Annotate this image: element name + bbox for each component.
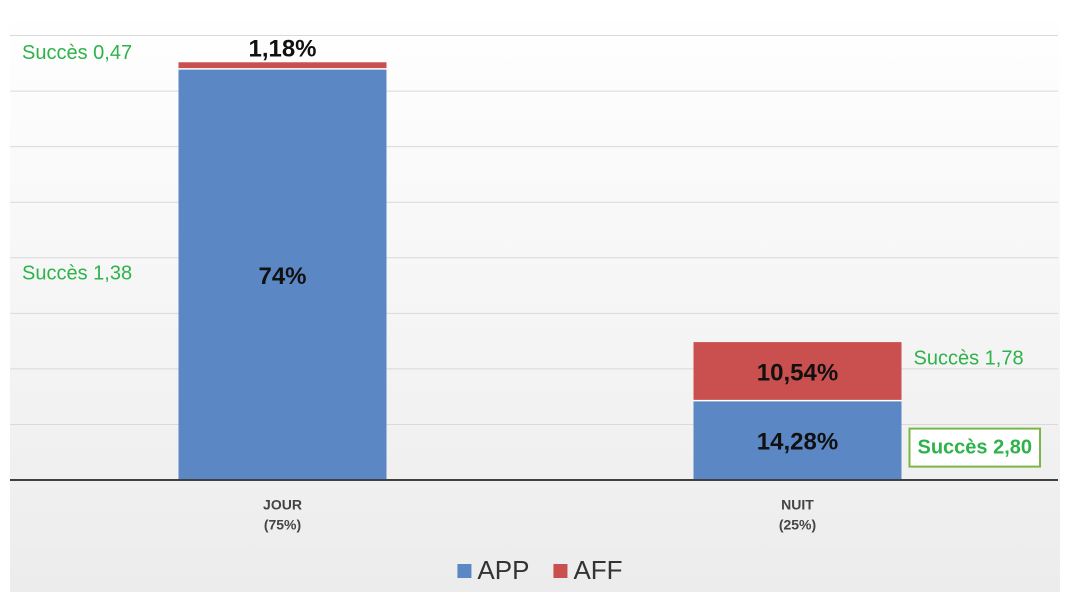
legend-swatch <box>457 564 472 578</box>
value-label: 14,28% <box>757 429 838 456</box>
value-label: 1,18% <box>248 36 316 63</box>
legend-label: APP <box>477 555 529 585</box>
value-label: 10,54% <box>757 360 838 387</box>
annotation: Succès 0,47 <box>22 42 132 64</box>
value-label: 74% <box>258 263 306 290</box>
bar-segment <box>693 400 902 480</box>
bar-segment <box>693 342 902 401</box>
annotation: Succès 1,78 <box>914 348 1024 370</box>
chart-background <box>10 10 1060 592</box>
x-tick-sublabel: (25%) <box>779 517 816 533</box>
annotation: Succès 2,80 <box>918 437 1033 459</box>
bar-segment <box>178 62 387 69</box>
x-tick-label: JOUR <box>263 497 302 513</box>
annotation: Succès 1,38 <box>22 263 132 285</box>
x-tick-sublabel: (75%) <box>264 517 301 533</box>
legend-swatch <box>553 564 568 578</box>
x-tick-label: NUIT <box>781 497 814 513</box>
annotation-box <box>908 427 1042 468</box>
legend-label: AFF <box>573 555 622 585</box>
bar-segment <box>178 68 387 481</box>
